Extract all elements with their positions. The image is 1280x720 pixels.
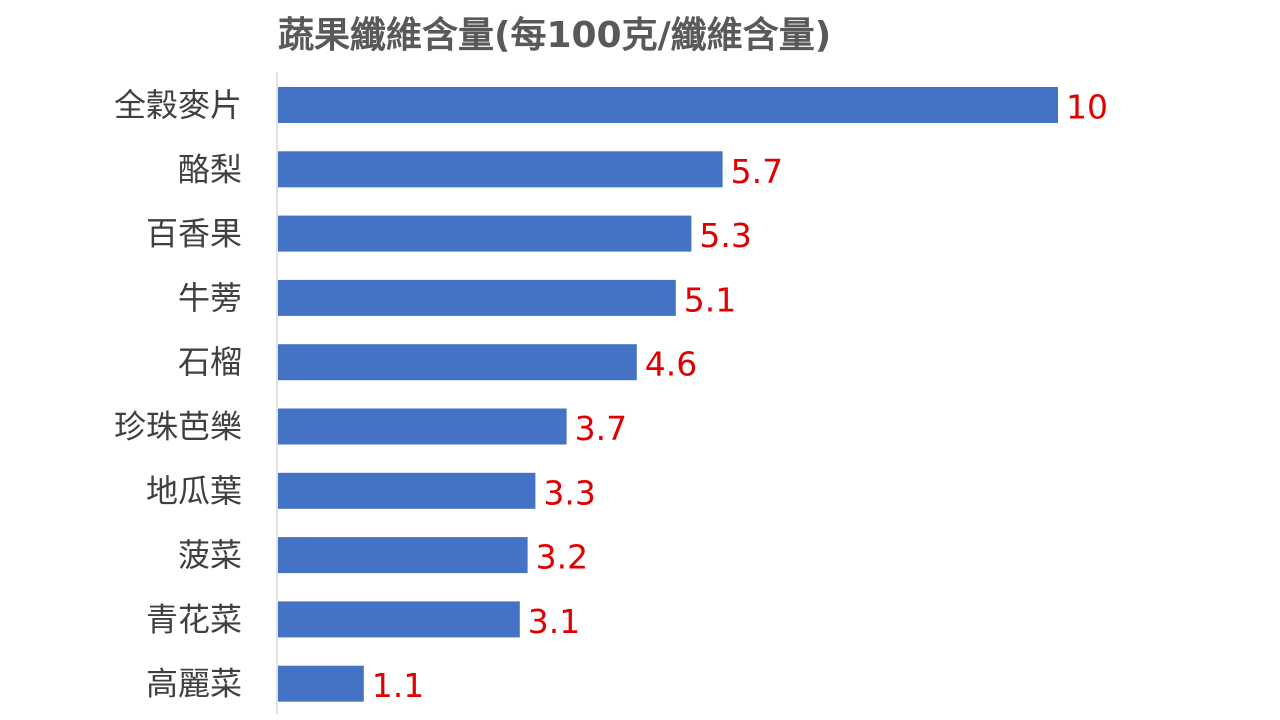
bar (278, 151, 723, 188)
category-label: 酪梨 (178, 150, 242, 188)
category-label: 百香果 (146, 215, 242, 253)
chart-title: 蔬果纖維含量(每100克/纖維含量) (278, 15, 832, 56)
category-label: 珍珠芭樂 (114, 408, 242, 446)
bar (278, 408, 567, 445)
bar (278, 472, 536, 509)
category-label: 石榴 (178, 343, 242, 381)
bar (278, 665, 364, 702)
data-label: 3.3 (543, 473, 595, 512)
category-label: 青花菜 (146, 600, 242, 638)
data-label: 10 (1066, 88, 1108, 127)
data-label: 3.1 (528, 602, 580, 641)
data-label: 1.1 (372, 666, 424, 705)
bar (278, 215, 692, 252)
category-label: 高麗菜 (146, 665, 242, 703)
category-label: 全穀麥片 (114, 86, 242, 124)
data-label: 5.7 (731, 152, 783, 191)
bar (278, 344, 637, 381)
bar (278, 279, 676, 316)
category-label: 地瓜葉 (146, 472, 242, 510)
data-label: 5.1 (684, 280, 736, 319)
data-label: 4.6 (645, 345, 697, 384)
data-label: 3.7 (575, 409, 627, 448)
category-label: 菠菜 (178, 536, 242, 574)
bar (278, 87, 1058, 123)
data-label: 3.2 (536, 538, 588, 577)
bar (278, 537, 528, 574)
data-label: 5.3 (699, 216, 751, 255)
bar (278, 601, 520, 638)
category-label: 牛蒡 (178, 279, 242, 317)
